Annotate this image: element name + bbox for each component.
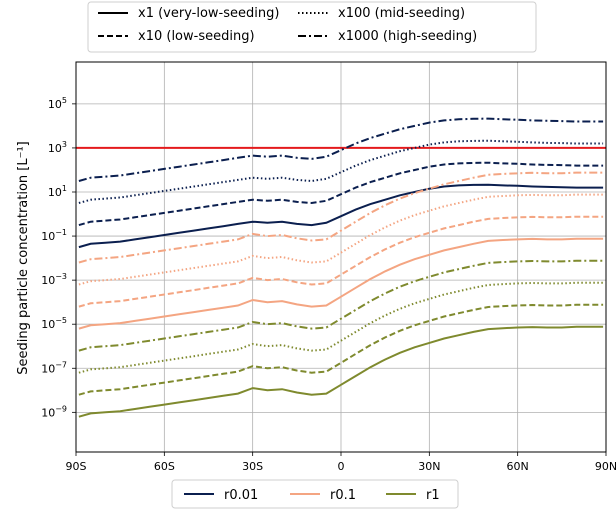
y-tick-label: 10−5: [41, 316, 67, 331]
y-tick-base: 10: [41, 318, 55, 331]
series-r001-solid: [78, 183, 604, 249]
x-ticks: 90S 60S 30S 0 30N 60N 90N: [66, 452, 616, 473]
x-tick-label: 90N: [595, 460, 616, 473]
y-tick-base: 10: [41, 274, 55, 287]
series-r1-dotted: [78, 281, 604, 374]
style-legend: x1 (very-low-seeding) x10 (low-seeding) x1…: [87, 1, 537, 53]
y-tick-exponent: 5: [62, 96, 67, 105]
y-tick-base: 10: [48, 98, 62, 111]
y-tick-label: 10−9: [41, 404, 67, 419]
x-tick-label: 30N: [418, 460, 440, 473]
legend-label: x1000 (high-seeding): [338, 29, 477, 44]
y-tick-exponent: −7: [55, 360, 67, 369]
series-r01-dashed: [78, 215, 604, 308]
x-tick-label: 30S: [242, 460, 263, 473]
y-tick-label: 101: [48, 184, 67, 199]
x-tick-label: 60N: [507, 460, 529, 473]
y-tick-exponent: −9: [55, 404, 67, 413]
y-tick-base: 10: [41, 230, 55, 243]
y-tick-exponent: −5: [55, 316, 67, 325]
y-tick-label: 10−1: [41, 228, 67, 243]
y-tick-label: 10−3: [41, 272, 67, 287]
series-lines: [78, 117, 604, 418]
series-r001-dashed: [78, 161, 604, 227]
y-tick-label: 10−7: [41, 360, 67, 375]
legend-label: r1: [426, 488, 440, 503]
y-tick-exponent: −1: [55, 228, 67, 237]
series-r1-solid: [78, 325, 604, 418]
series-r01-dashdot: [78, 171, 604, 264]
color-legend: r0.01 r0.1 r1: [171, 479, 459, 509]
y-tick-label: 105: [48, 96, 67, 111]
legend-label: x1 (very-low-seeding): [138, 6, 279, 21]
legend-box: [87, 1, 537, 53]
series-r01-solid: [78, 237, 604, 330]
legend-label: r0.01: [224, 488, 258, 503]
y-tick-base: 10: [41, 406, 55, 419]
series-r1-dashdot: [78, 259, 604, 352]
x-tick-label: 60S: [154, 460, 175, 473]
x-tick-label: 90S: [66, 460, 87, 473]
y-tick-exponent: 1: [62, 184, 67, 193]
x-tick-label: 0: [338, 460, 345, 473]
y-tick-exponent: 3: [62, 140, 67, 149]
y-axis-label: Seeding particle concentration [L⁻¹]: [16, 141, 31, 375]
y-tick-exponent: −3: [55, 272, 67, 281]
legend-label: x10 (low-seeding): [138, 29, 255, 44]
y-tick-base: 10: [48, 186, 62, 199]
y-tick-base: 10: [48, 142, 62, 155]
legend-label: x100 (mid-seeding): [338, 6, 465, 21]
y-tick-label: 103: [48, 140, 67, 155]
series-r01-dotted: [78, 193, 604, 286]
grid: [75, 62, 607, 452]
y-tick-base: 10: [41, 362, 55, 375]
series-r001-dashdot: [78, 117, 604, 182]
series-r1-dashed: [78, 303, 604, 396]
legend-label: r0.1: [330, 488, 356, 503]
